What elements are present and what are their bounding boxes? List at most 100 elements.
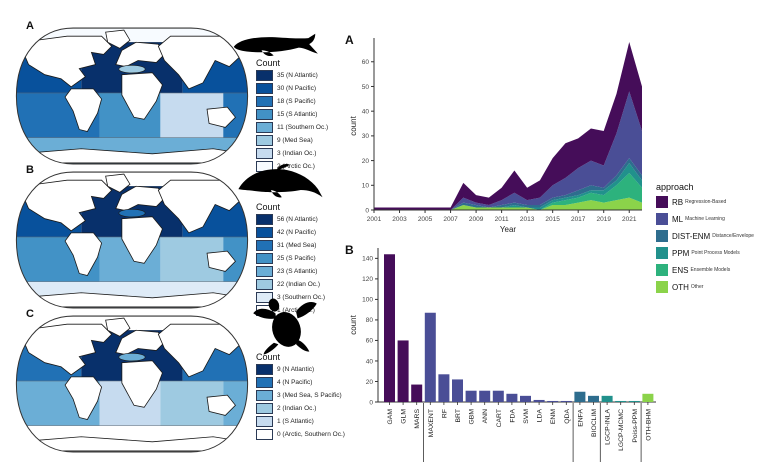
bar-label: MARS — [414, 409, 421, 429]
legend-label: 25 (S Pacific) — [277, 255, 316, 262]
y-tick-label: 30 — [362, 133, 370, 140]
approach-desc: Regression-Based — [685, 199, 727, 205]
legend-swatch — [256, 96, 273, 107]
world-map-c — [15, 315, 249, 453]
approach-desc: Other — [690, 284, 704, 290]
approach-swatch — [656, 230, 668, 242]
bar-BIOCLIM — [588, 395, 599, 402]
y-axis-title: count — [349, 314, 358, 334]
x-tick-label: 2017 — [571, 216, 586, 223]
legend-swatch — [256, 390, 273, 401]
turtle-icon — [253, 298, 317, 355]
map-panel-c: C Count 9 (N Atlantic) 4 (N Pacific) 3 (Me… — [6, 298, 345, 453]
continent — [206, 394, 236, 416]
bar-label: ENM — [550, 409, 557, 424]
x-axis-title: Year — [500, 225, 517, 234]
bar-label: GBM — [469, 409, 476, 425]
legend-item: 42 (N Pacific) — [256, 227, 325, 238]
x-tick-label: 2007 — [443, 216, 458, 223]
bar-ANN — [479, 390, 491, 402]
ocean-regions — [16, 316, 248, 452]
bar-OTH-BHM — [642, 393, 654, 402]
approach-legend-item: RB Regression-Based — [656, 196, 766, 208]
legend-item: 18 (S Pacific) — [256, 96, 328, 107]
legend-swatch — [256, 279, 273, 290]
legend-swatch — [256, 83, 273, 94]
legend-label: 18 (S Pacific) — [277, 98, 316, 105]
legend-item: 4 (N Pacific) — [256, 377, 345, 388]
panel-label: C — [26, 308, 34, 320]
bar-ENFA — [574, 391, 586, 402]
continent — [64, 88, 103, 132]
bar-label: RF — [441, 409, 448, 418]
y-tick-label: 0 — [369, 399, 373, 406]
y-tick-label: 20 — [366, 379, 374, 386]
approach-legend-item: OTH Other — [656, 281, 766, 293]
legend-swatch — [256, 416, 273, 427]
approach-abbr: RB — [672, 197, 684, 207]
continent — [64, 232, 103, 276]
bar-SVM — [520, 395, 531, 402]
bar-GLM — [397, 340, 409, 402]
approach-desc: Machine Learning — [685, 216, 725, 222]
ocean-regions — [16, 28, 248, 164]
continent — [157, 179, 246, 234]
continent — [21, 179, 113, 232]
legend-swatch — [256, 429, 273, 440]
approach-abbr: ENS — [672, 265, 689, 275]
legend-rows: 35 (N Atlantic) 30 (N Pacific) 18 (S Pacif… — [256, 70, 328, 172]
continent — [21, 323, 113, 376]
legend-item: 3 (Indian Oc.) — [256, 148, 328, 159]
bar-LGCP-MCMC — [615, 400, 627, 402]
area-series-RB — [374, 42, 642, 210]
legend-swatch — [256, 227, 273, 238]
legend-label: 3 (Indian Oc.) — [277, 150, 317, 157]
legend-item: 11 (Southern Oc.) — [256, 122, 328, 133]
legend-item: 25 (S Pacific) — [256, 253, 325, 264]
bar-ENM — [547, 400, 559, 402]
continent — [206, 250, 236, 272]
bar-CART — [492, 390, 504, 402]
legend-swatch — [256, 70, 273, 81]
bar-BRT — [452, 379, 463, 402]
mediterranean-sea — [118, 64, 146, 74]
bar-label: BRT — [455, 409, 462, 422]
bar-label: OTH-BHM — [645, 409, 652, 441]
continent — [157, 323, 246, 378]
bar-label: LGCP-INLA — [605, 409, 612, 445]
bar-label: SVM — [523, 409, 530, 424]
approach-legend-item: ENS Ensemble Models — [656, 264, 766, 276]
legend-swatch — [256, 135, 273, 146]
map-panel-b: B Count 56 (N Atlantic) 42 (N Pacific) 31 … — [6, 156, 340, 316]
continent — [121, 72, 163, 120]
bar-label: MAXENT — [428, 409, 435, 437]
legend-item: 23 (S Atlantic) — [256, 266, 325, 277]
legend-swatch — [256, 214, 273, 225]
panel-label: B — [26, 164, 34, 176]
bar-GBM — [465, 390, 477, 402]
y-tick-label: 40 — [366, 358, 374, 365]
legend-title: Count — [256, 58, 281, 68]
legend-title: Count — [256, 352, 281, 362]
legend-title: Count — [256, 202, 281, 212]
legend-label: 4 (N Pacific) — [277, 379, 313, 386]
legend-label: 9 (Med Sea) — [277, 137, 313, 144]
approach-abbr: PPM — [672, 248, 690, 258]
y-tick-label: 60 — [366, 338, 374, 345]
x-tick-label: 2011 — [495, 216, 509, 223]
legend-item: 2 (Indian Oc.) — [256, 403, 345, 414]
legend-swatch — [256, 266, 273, 277]
legend-label: 3 (Southern Oc.) — [277, 294, 326, 301]
mediterranean-sea — [118, 208, 146, 218]
legend-label: 15 (S Atlantic) — [277, 111, 318, 118]
x-tick-label: 2005 — [418, 216, 433, 223]
ocean-regions — [16, 172, 248, 308]
dolphin-icon — [238, 164, 323, 198]
bar-label: GAM — [387, 409, 394, 425]
map-legend-b: Count 56 (N Atlantic) 42 (N Pacific) 31 (M… — [256, 202, 325, 318]
y-axis-title: count — [349, 115, 358, 135]
legend-swatch — [256, 377, 273, 388]
legend-item: 9 (Med Sea) — [256, 135, 328, 146]
continent — [64, 376, 103, 420]
x-tick-label: 2019 — [596, 216, 611, 223]
